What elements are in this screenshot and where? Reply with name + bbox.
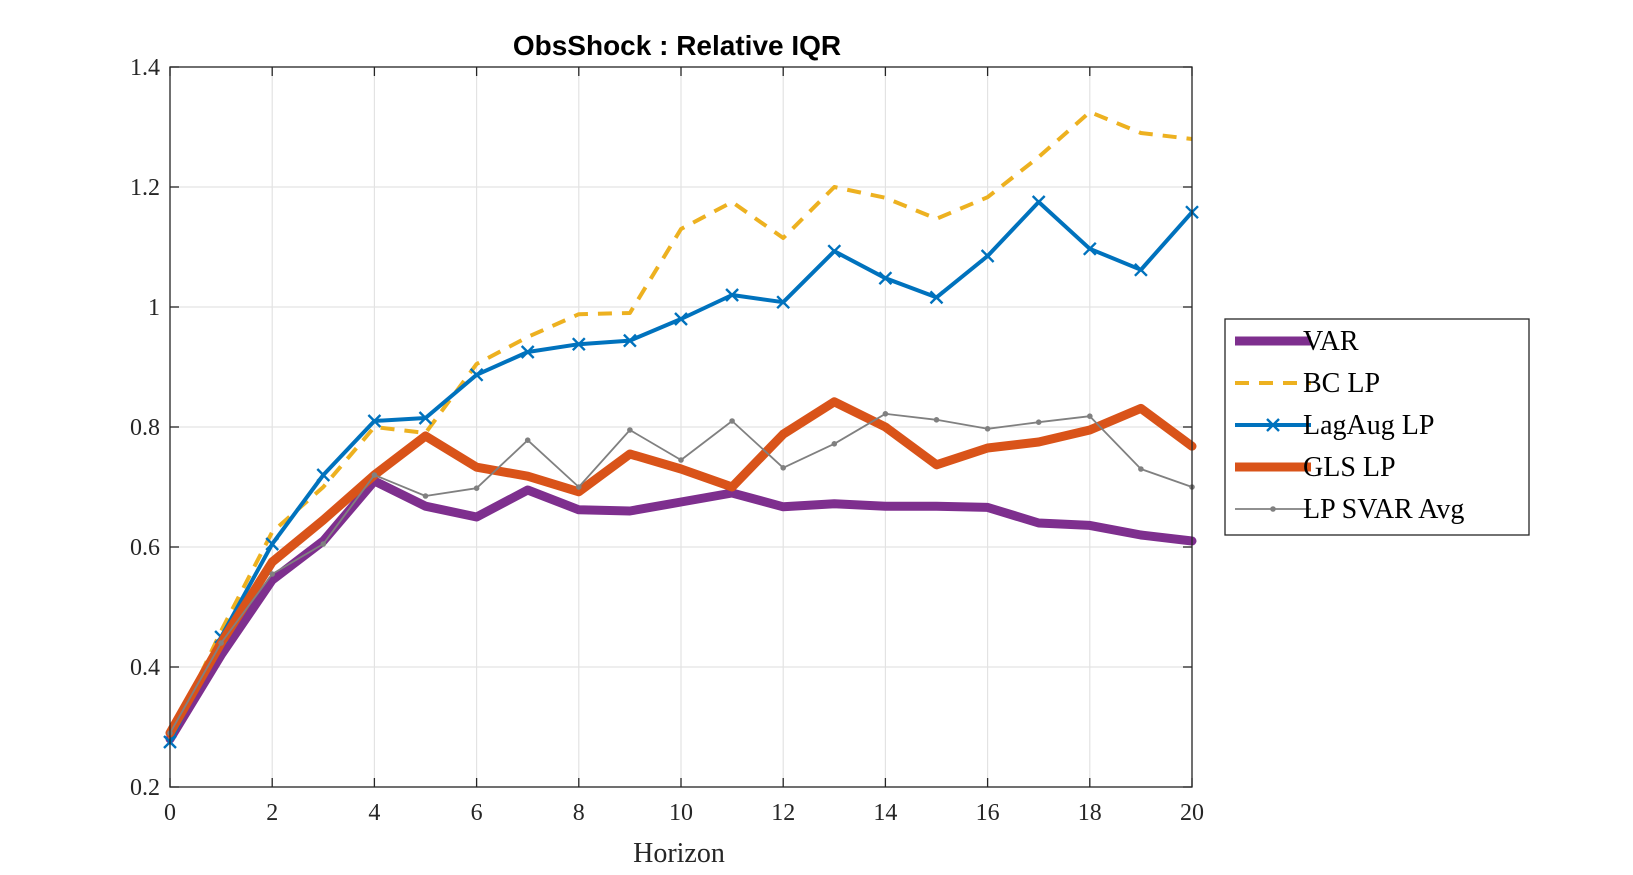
y-tick-label: 0.8 [130,415,160,441]
axes [169,66,1193,788]
data-point [524,437,531,444]
x-tick-label: 0 [164,800,176,826]
data-point [678,457,684,463]
y-tick-label: 0.6 [130,535,160,561]
data-point [627,427,633,433]
legend-item: LagAug LP [1235,410,1434,441]
data-point [1031,195,1046,209]
legend-label: GLS LP [1303,452,1396,483]
x-tick-label: 2 [266,800,278,826]
legend-label: BC LP [1303,368,1380,399]
data-point [1035,419,1042,426]
data-point [1082,241,1097,256]
data-point [984,426,991,432]
y-tick-label: 0.4 [130,655,160,681]
x-tick-label: 16 [976,800,1000,826]
y-tick-label: 1.2 [130,175,160,201]
data-point [780,465,786,471]
data-point [623,333,637,348]
x-tick-label: 10 [669,800,693,826]
series-lp-svar-avg [167,411,1195,736]
x-tick-label: 14 [873,800,897,826]
series-group [163,110,1199,749]
data-point [831,441,838,447]
legend-item: VAR [1235,326,1359,357]
data-point [520,345,535,359]
data-point [269,571,276,577]
series-line [165,397,1197,738]
data-point [367,414,382,428]
data-point [265,537,280,551]
series-gls-lp [165,397,1197,738]
legend-item: GLS LP [1235,452,1396,483]
y-tick-label: 1.4 [130,55,160,81]
x-axis-label: Horizon [633,838,725,869]
data-point [418,411,433,425]
legend-marker [1270,506,1276,512]
data-point [878,271,893,286]
legend-label: VAR [1303,326,1359,357]
data-point [729,418,735,424]
data-point [571,337,586,352]
data-point [1134,262,1148,277]
chart-title: ObsShock : Relative IQR [513,30,841,61]
series-bc-lp [168,110,1193,740]
data-point [473,485,480,492]
data-point [316,468,331,482]
data-point [320,541,327,547]
data-point [1087,413,1093,420]
grid [169,66,1193,788]
data-point [933,417,940,423]
data-point [1138,466,1144,472]
data-point [882,411,889,417]
x-tick-label: 20 [1180,800,1204,826]
data-point [218,640,224,646]
y-tick-label: 1 [148,295,160,321]
data-point [827,244,842,259]
data-point [371,472,378,478]
x-tick-label: 8 [573,800,585,826]
x-tick-label: 6 [471,800,483,826]
data-point [776,295,791,310]
data-point [929,290,944,305]
data-point [576,484,582,490]
data-point [674,312,688,326]
data-point [980,249,995,263]
legend-item: BC LP [1235,368,1380,399]
legend-marker [1266,418,1280,432]
tick-labels: 0 2 4 6 8 10 12 14 16 18 20 0.2 0.4 0.6 0.8 1 1.2 1.4 [130,55,1204,826]
legend-item: LP SVAR Avg [1235,494,1464,525]
x-tick-label: 18 [1078,800,1102,826]
data-point [469,367,484,382]
y-tick-label: 0.2 [130,775,160,801]
legend: VAR BC LP LagAug LP GLS LP LP SVAR Avg [1224,318,1530,536]
series-line [168,110,1193,740]
legend-label: LP SVAR Avg [1303,494,1464,525]
data-point [422,493,429,499]
x-tick-label: 4 [368,800,380,826]
x-tick-label: 12 [771,800,795,826]
legend-label: LagAug LP [1303,410,1434,441]
data-point [725,288,739,302]
